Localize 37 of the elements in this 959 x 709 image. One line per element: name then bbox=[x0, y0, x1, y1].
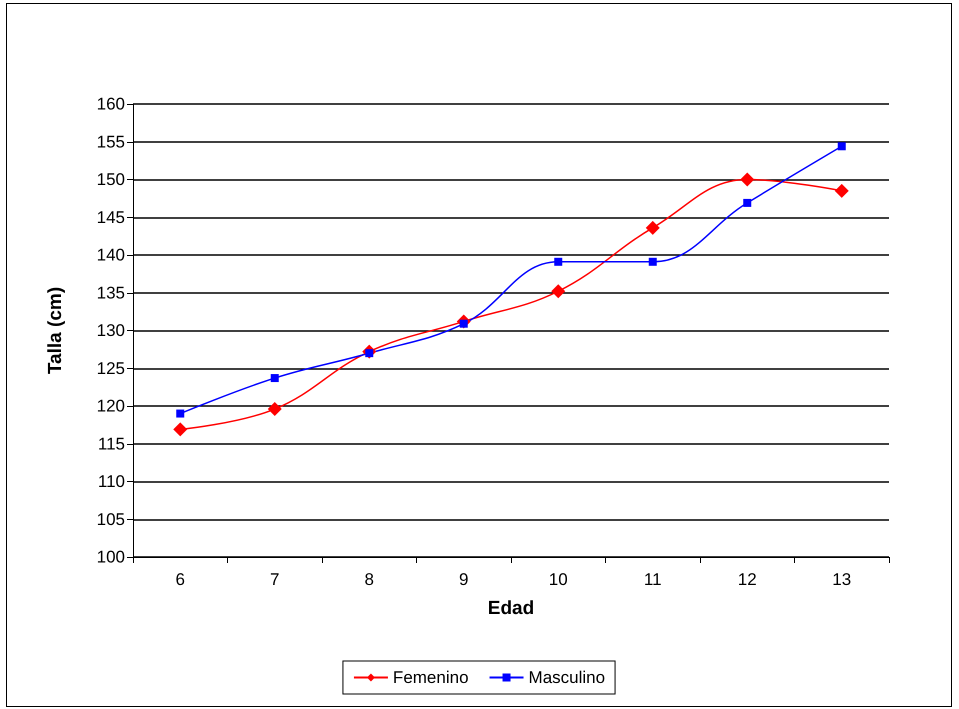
y-tick-label: 140 bbox=[96, 246, 125, 264]
x-axis-title: Edad bbox=[488, 598, 534, 619]
y-tick-label: 120 bbox=[96, 396, 125, 416]
x-tick-label: 8 bbox=[364, 570, 374, 589]
y-tick-label: 130 bbox=[96, 321, 125, 340]
y-tick-label: 110 bbox=[98, 472, 125, 491]
point bbox=[176, 410, 184, 418]
x-tick-label: 6 bbox=[176, 570, 185, 589]
y-tick-label: 150 bbox=[96, 170, 125, 189]
y-tick-label: 155 bbox=[96, 132, 125, 152]
point bbox=[838, 142, 846, 150]
x-tick-label: 13 bbox=[832, 570, 852, 589]
y-tick-label: 100 bbox=[96, 548, 125, 566]
point bbox=[554, 258, 562, 266]
y-tick-label: 135 bbox=[96, 283, 125, 302]
point bbox=[740, 172, 754, 186]
y-tick-label: 115 bbox=[98, 434, 125, 454]
x-tick-label: 9 bbox=[459, 570, 468, 589]
x-tick-label: 11 bbox=[644, 570, 662, 589]
y-tick-label: 105 bbox=[96, 510, 125, 529]
point bbox=[648, 258, 657, 266]
x-tick-label: 12 bbox=[738, 570, 757, 589]
point bbox=[646, 220, 660, 235]
point bbox=[743, 198, 752, 207]
point bbox=[551, 284, 566, 298]
point bbox=[173, 422, 188, 436]
legend-label: Masculino bbox=[528, 668, 606, 687]
point bbox=[268, 402, 282, 416]
x-tick-label: 7 bbox=[270, 570, 280, 589]
y-axis-title: Talla (cm) bbox=[45, 286, 66, 374]
point bbox=[834, 184, 849, 198]
point bbox=[270, 374, 279, 382]
legend-label: Femenino bbox=[392, 668, 469, 687]
y-tick-label: 145 bbox=[96, 208, 125, 227]
x-tick-label: 10 bbox=[548, 570, 568, 589]
y-tick-label: 160 bbox=[96, 94, 125, 114]
y-tick-label: 125 bbox=[96, 358, 125, 378]
